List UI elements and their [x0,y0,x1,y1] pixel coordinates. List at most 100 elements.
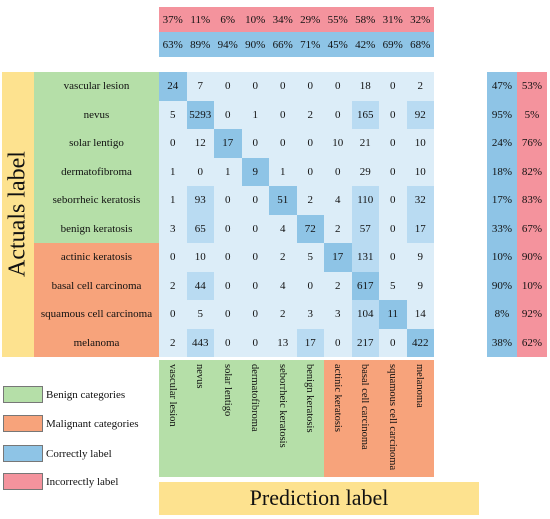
matrix-cell: 0 [225,336,231,349]
row-correct-pct: 24% [491,137,513,150]
matrix-cell: 0 [335,108,341,121]
row-incorrect-pct: 90% [521,251,543,264]
row-incorrect-pct: 5% [524,108,540,121]
column-incorrect-pct: 55% [327,13,348,26]
column-incorrect-pct: 10% [245,13,266,26]
matrix-cell: 0 [225,194,231,207]
column-correct-pct: 45% [327,38,348,51]
row-incorrect-pct: 62% [521,336,543,349]
matrix-cell: 1 [225,165,231,178]
matrix-cell: 57 [351,214,379,243]
column-correct-pct: 69% [382,38,403,51]
matrix-cell: 1 [252,108,259,121]
matrix-cell: 5 [390,279,396,292]
matrix-cell: 0 [170,137,176,150]
column-label-actinic-keratosis: actinic keratosis [331,364,343,432]
legend-swatch-benign [3,386,43,403]
column-incorrect-pct: 29% [300,13,321,26]
legend-swatch-malignant [3,415,43,432]
matrix-cell: 0 [335,165,341,178]
row-label-vascular-lesion: vascular lesion [34,72,159,101]
matrix-cell: 0 [390,222,396,235]
row-incorrect-band [517,72,547,357]
column-label-seborrheic-keratosis: seborrheic keratosis [276,364,288,448]
matrix-cell: 0 [390,137,396,150]
matrix-cell: 0 [252,308,259,321]
column-incorrect-pct: 11% [190,13,211,26]
matrix-cell: 29 [359,165,371,178]
matrix-cell: 0 [390,251,396,264]
matrix-cell: 0 [390,108,396,121]
row-correct-band [487,72,517,357]
row-label-solar-lentigo: solar lentigo [34,129,159,158]
matrix-cell: 4 [335,194,341,207]
column-label-nevus: nevus [194,364,206,389]
matrix-cell: 0 [252,194,259,207]
column-label-basal-cell-carcinoma: basal cell carcinoma [359,364,371,450]
matrix-cell: 2 [417,80,424,93]
column-label-benign-keratosis: benign keratosis [304,364,316,433]
matrix-cell: 104 [351,300,379,329]
row-correct-pct: 47% [491,80,513,93]
legend-item-malignant: Malignant categories [3,415,139,432]
legend-label-benign: Benign categories [46,388,126,401]
matrix-cell: 13 [277,336,289,349]
matrix-cell: 9 [417,251,424,264]
matrix-cell: 217 [351,328,379,357]
row-correct-pct: 17% [491,194,513,207]
column-incorrect-pct: 58% [355,13,376,26]
matrix-cell: 10 [414,137,426,150]
matrix-cell: 0 [307,80,314,93]
matrix-cell: 0 [280,108,286,121]
column-correct-pct: 89% [190,38,211,51]
matrix-cell: 2 [307,194,314,207]
matrix-cell: 1 [170,194,176,207]
column-correct-pct: 42% [355,38,376,51]
matrix-cell: 422 [406,328,434,357]
matrix-cell: 0 [390,194,396,207]
row-correct-pct: 38% [491,336,513,349]
matrix-cell: 17 [214,129,242,158]
matrix-cell: 0 [252,251,259,264]
row-incorrect-pct: 53% [521,80,543,93]
column-label-squamous-cell-carcinoma: squamous cell carcinoma [386,364,398,471]
column-correct-pct: 63% [162,38,183,51]
matrix-cell: 9 [241,157,269,186]
ylabel: Actuals label [4,151,31,277]
matrix-cell: 5 [307,251,314,264]
matrix-cell: 2 [280,308,286,321]
matrix-cell: 0 [170,251,176,264]
matrix-cell: 0 [280,137,286,150]
matrix-cell: 0 [280,80,286,93]
matrix-cell: 1 [170,165,176,178]
matrix-cell: 0 [307,165,314,178]
matrix-cell: 5 [197,308,204,321]
column-correct-pct: 90% [245,38,266,51]
column-incorrect-band [159,7,434,32]
matrix-cell: 3 [307,308,314,321]
matrix-cell: 0 [390,165,396,178]
legend-label-correct: Correctly label [46,447,112,460]
row-label-melanoma: melanoma [34,328,159,357]
matrix-cell: 3 [335,308,341,321]
column-label-malignant-band [324,360,434,477]
row-label-actinic-keratosis: actinic keratosis [34,243,159,272]
row-label-seborrheic-keratosis: seborrheic keratosis [34,186,159,215]
matrix-cell: 32 [406,186,434,215]
row-label-benign-keratosis: benign keratosis [34,214,159,243]
row-incorrect-pct: 82% [521,165,543,178]
matrix-cell: 7 [197,80,204,93]
matrix-cell: 0 [225,80,231,93]
matrix-cell: 12 [194,137,206,150]
legend-label-incorrect: Incorrectly label [46,475,119,488]
matrix-cell: 0 [225,279,231,292]
column-incorrect-pct: 6% [220,13,236,26]
row-label-dermatofibroma: dermatofibroma [34,157,159,186]
matrix-cell: 65 [186,214,214,243]
matrix-cell: 0 [390,80,396,93]
matrix-cell: 21 [359,137,371,150]
matrix-cell: 17 [406,214,434,243]
row-incorrect-pct: 67% [521,222,543,235]
matrix-cell: 44 [186,271,214,300]
matrix-cell: 110 [351,186,379,215]
